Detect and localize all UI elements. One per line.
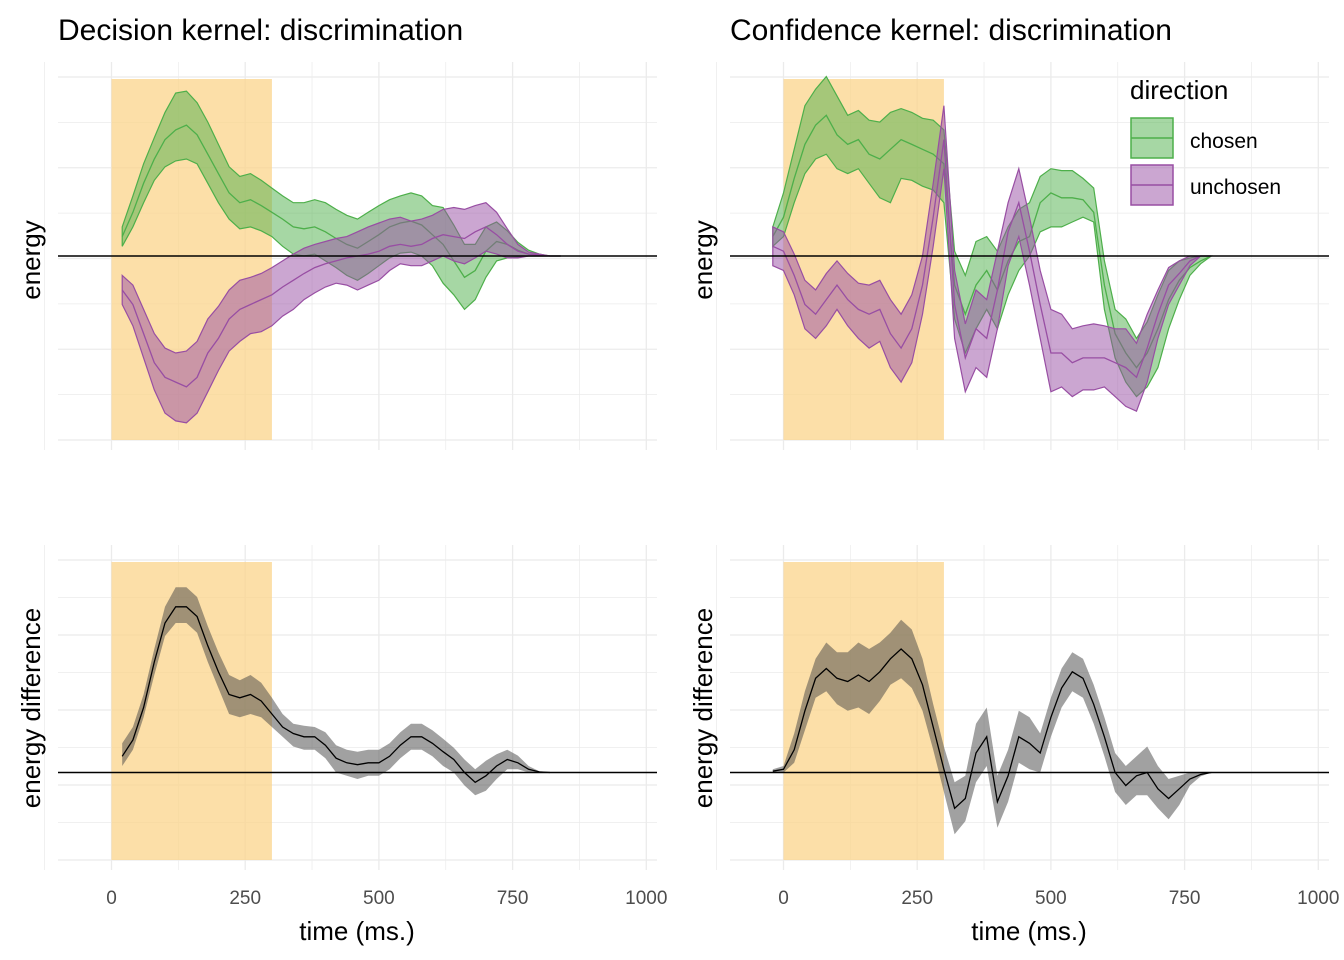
y-axis-label-decision-difference: energy difference [16, 608, 46, 808]
panel-confidence-difference: energy difference time (ms.) 0 250 500 750 1… [688, 545, 1339, 946]
ribbon-difference [772, 619, 1212, 835]
x-tick-label: 500 [363, 888, 395, 909]
legend-item-chosen: chosen [1130, 117, 1258, 159]
panel-decision-kernel: Decision kernel: discrimination energy [16, 14, 657, 450]
x-tick-label: 500 [1035, 888, 1067, 909]
x-axis-label-confidence-difference: time (ms.) [971, 916, 1087, 946]
plot-area [716, 62, 1329, 450]
x-tick-label: 0 [106, 888, 117, 909]
mean-line-unchosen [772, 139, 1212, 379]
y-axis-label-confidence-difference: energy difference [688, 608, 718, 808]
panel-title-decision: Decision kernel: discrimination [58, 14, 463, 47]
legend-title: direction [1130, 75, 1228, 105]
x-tick-label: 250 [229, 888, 261, 909]
mean-line-difference [772, 648, 1212, 810]
legend-label-unchosen: unchosen [1190, 176, 1281, 199]
x-tick-label: 250 [901, 888, 933, 909]
mean-line-unchosen [121, 226, 561, 388]
legend-label-chosen: chosen [1190, 130, 1258, 153]
x-tick-label: 750 [497, 888, 529, 909]
mean-line-difference [121, 606, 551, 784]
x-tick-label: 1000 [1297, 888, 1339, 909]
legend-item-unchosen: unchosen [1130, 164, 1281, 206]
x-tick-label: 750 [1169, 888, 1201, 909]
legend: direction chosen unchosen [1130, 75, 1281, 206]
plot-area [44, 545, 657, 870]
panel-decision-difference: energy difference time (ms.) 0 250 500 750 1… [16, 545, 667, 946]
x-tick-label: 0 [778, 888, 789, 909]
panel-title-confidence: Confidence kernel: discrimination [730, 14, 1172, 47]
plot-area [716, 545, 1329, 870]
x-tick-label: 1000 [625, 888, 667, 909]
ribbon-difference [122, 587, 550, 796]
panel-confidence-kernel: Confidence kernel: discrimination energy [688, 14, 1329, 450]
y-axis-label-decision: energy [16, 220, 46, 300]
x-axis-label-decision-difference: time (ms.) [299, 916, 415, 946]
y-axis-label-confidence: energy [688, 220, 718, 300]
plot-area [44, 62, 657, 450]
